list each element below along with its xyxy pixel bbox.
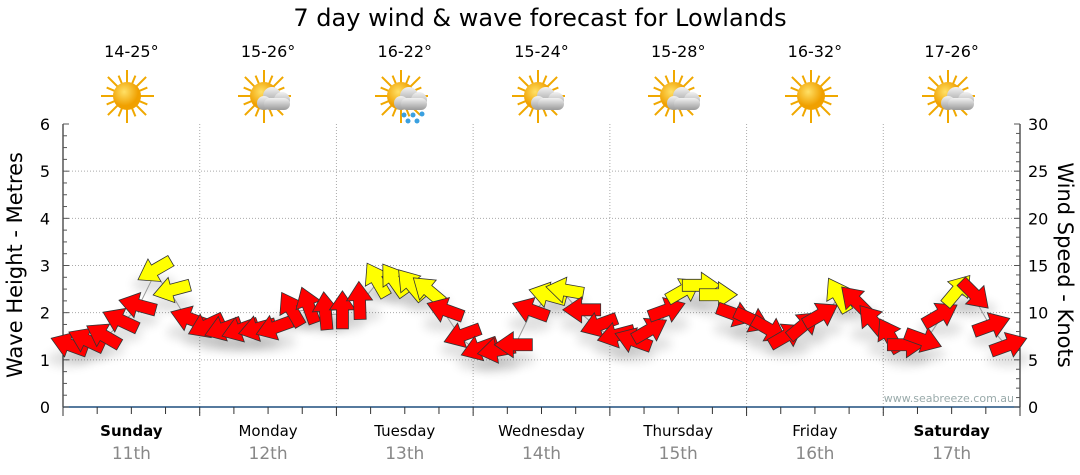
y-axis-title: Wave Height - Metres: [3, 152, 27, 378]
wind-arrow: [102, 307, 141, 335]
wind-arrow: [971, 312, 1011, 338]
date-label: 15th: [659, 444, 698, 464]
wind-arrow: [511, 297, 551, 323]
date-label: 11th: [112, 444, 151, 464]
wind-arrow: [630, 317, 668, 345]
date-label: 12th: [249, 444, 288, 464]
sunny-icon: [100, 69, 161, 126]
temperature-range: 15-26°: [240, 42, 296, 61]
day-label: Monday: [238, 422, 297, 440]
wind-arrow: [956, 276, 989, 309]
arrow-shadow: [252, 333, 297, 350]
date-label: 16th: [795, 444, 834, 464]
y2-axis-title: Wind Speed - Knots: [1053, 162, 1077, 367]
temperature-range: 15-28°: [650, 42, 706, 61]
wind-arrow: [800, 302, 838, 330]
temperature-range: 16-32°: [787, 42, 843, 61]
y-tick-label: 1: [40, 351, 50, 370]
date-label: 14th: [522, 444, 561, 464]
wind-arrow: [545, 276, 585, 304]
wind-arrow: [137, 254, 175, 282]
y-tick-label: 5: [40, 162, 50, 181]
sunny-icon: [783, 69, 845, 126]
arrow-shadow: [149, 296, 194, 313]
y2-tick-label: 10: [1028, 304, 1048, 323]
day-label: Wednesday: [498, 422, 585, 440]
wind-arrow: [988, 331, 1028, 358]
day-label: Friday: [792, 422, 838, 440]
y-tick-label: 3: [40, 257, 50, 276]
partly-cloudy-icon: [237, 69, 298, 126]
partly-cloudy-icon: [647, 69, 708, 126]
y-tick-label: 4: [40, 209, 50, 228]
wind-arrow: [152, 276, 192, 304]
y2-tick-label: 30: [1028, 115, 1048, 134]
temperature-range: 14-25°: [104, 42, 159, 61]
y-tick-label: 0: [40, 398, 50, 417]
wind-arrow: [443, 322, 483, 349]
wind-arrow: [493, 330, 533, 359]
wind-arrow: [920, 302, 958, 330]
y-tick-label: 6: [40, 115, 50, 134]
day-label: Sunday: [100, 422, 163, 440]
date-label: 17th: [932, 444, 971, 464]
day-label: Saturday: [913, 422, 990, 440]
temperature-range: 17-26°: [924, 42, 979, 61]
y-tick-label: 2: [40, 304, 50, 323]
wind-arrow: [561, 296, 602, 324]
wind-arrow: [86, 323, 124, 351]
watermark: www.seabreeze.com.au: [884, 392, 1014, 405]
wind-arrow: [345, 280, 374, 321]
wind-arrow: [528, 281, 568, 309]
day-label: Thursday: [642, 422, 713, 440]
y2-tick-label: 20: [1028, 209, 1048, 228]
y2-tick-label: 0: [1028, 398, 1038, 417]
y2-tick-label: 15: [1028, 257, 1048, 276]
day-label: Tuesday: [373, 422, 435, 440]
y2-tick-label: 5: [1028, 351, 1038, 370]
wind-arrow: [426, 297, 466, 323]
y2-tick-label: 25: [1028, 162, 1048, 181]
wind-arrow: [646, 297, 686, 323]
partly-cloudy-icon: [920, 69, 982, 126]
rain-icon: [373, 69, 435, 126]
date-label: 13th: [385, 444, 424, 464]
temperature-range: 15-24°: [514, 42, 569, 61]
partly-cloudy-icon: [510, 69, 572, 126]
chart-title: 7 day wind & wave forecast for Lowlands: [293, 4, 787, 32]
wind-arrow: [118, 291, 158, 319]
temperature-range: 16-22°: [377, 42, 433, 61]
